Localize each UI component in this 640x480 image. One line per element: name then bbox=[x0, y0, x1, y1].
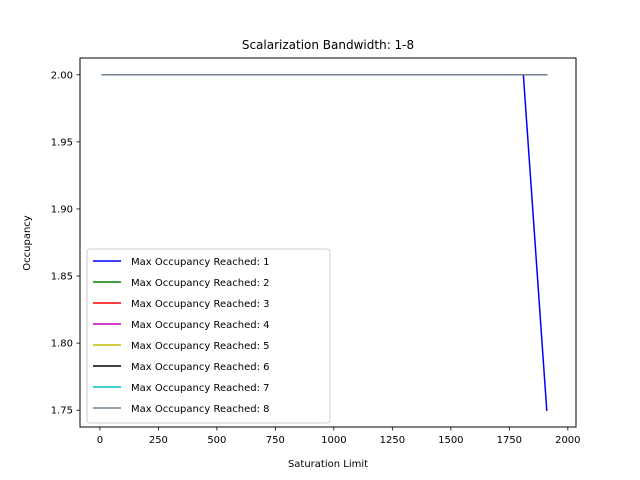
x-tick-label: 1500 bbox=[438, 435, 463, 446]
chart-title: Scalarization Bandwidth: 1-8 bbox=[242, 38, 414, 52]
x-tick-label: 1000 bbox=[321, 435, 346, 446]
legend-entry-6: Max Occupancy Reached: 6 bbox=[131, 362, 270, 373]
legend-entry-8: Max Occupancy Reached: 8 bbox=[131, 404, 270, 415]
x-tick-label: 2000 bbox=[555, 435, 580, 446]
legend-entry-1: Max Occupancy Reached: 1 bbox=[131, 257, 270, 268]
legend-entry-7: Max Occupancy Reached: 7 bbox=[131, 383, 270, 394]
x-tick-label: 0 bbox=[97, 435, 103, 446]
x-tick-label: 1750 bbox=[497, 435, 522, 446]
x-tick-label: 750 bbox=[266, 435, 285, 446]
x-tick-label: 1250 bbox=[380, 435, 405, 446]
y-tick-label: 2.00 bbox=[51, 70, 73, 81]
x-axis: 0 250 500 750 1000 1250 1500 1750 2000 bbox=[97, 427, 581, 446]
legend-entry-2: Max Occupancy Reached: 2 bbox=[131, 278, 270, 289]
y-axis-label: Occupancy bbox=[22, 215, 33, 271]
legend-box bbox=[86, 248, 331, 424]
legend-entry-4: Max Occupancy Reached: 4 bbox=[131, 320, 270, 331]
y-tick-label: 1.85 bbox=[51, 272, 73, 283]
plot-area-frame bbox=[79, 57, 577, 428]
legend-entry-3: Max Occupancy Reached: 3 bbox=[131, 299, 270, 310]
legend-entry-5: Max Occupancy Reached: 5 bbox=[131, 341, 270, 352]
legend: Max Occupancy Reached: 1 Max Occupancy Re… bbox=[86, 248, 331, 424]
y-axis: 1.75 1.80 1.85 1.90 1.95 2.00 bbox=[51, 70, 80, 417]
y-tick-label: 1.90 bbox=[51, 204, 73, 215]
series-layer bbox=[101, 74, 548, 412]
x-tick-label: 500 bbox=[207, 435, 226, 446]
x-tick-label: 250 bbox=[149, 435, 168, 446]
y-tick-label: 1.80 bbox=[51, 339, 73, 350]
y-tick-label: 1.75 bbox=[51, 406, 73, 417]
x-axis-label: Saturation Limit bbox=[288, 459, 368, 470]
y-tick-label: 1.95 bbox=[51, 137, 73, 148]
